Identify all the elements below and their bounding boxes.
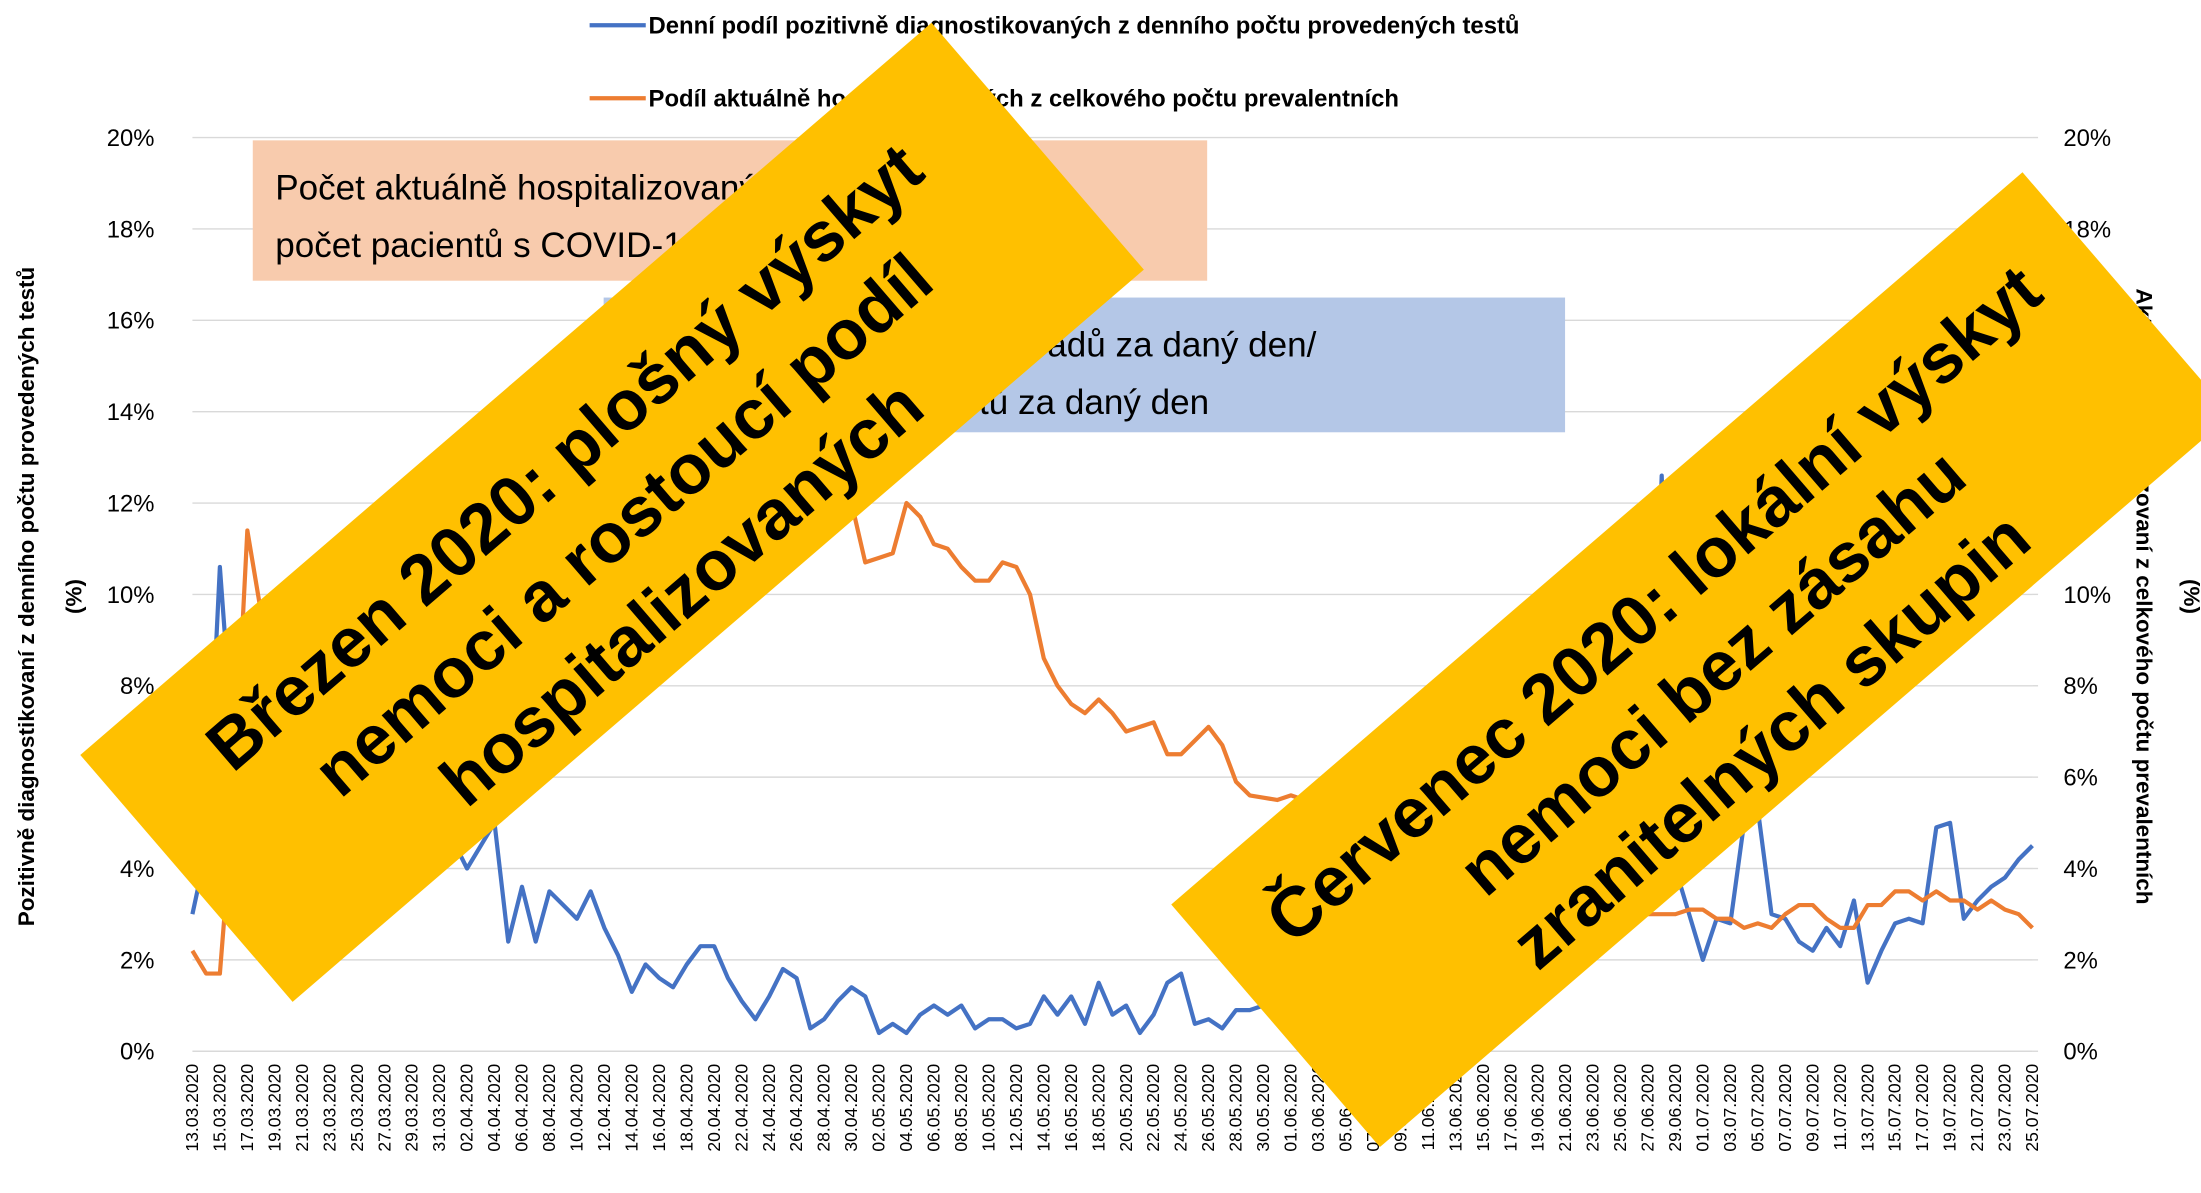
x-tick-label: 04.04.2020	[484, 1064, 504, 1152]
y-tick-label: 10%	[107, 582, 155, 609]
x-tick-label: 15.07.2020	[1885, 1064, 1905, 1152]
y-tick-label: 18%	[107, 216, 155, 243]
x-tick-label: 30.05.2020	[1253, 1064, 1273, 1152]
x-tick-label: 16.05.2020	[1061, 1064, 1081, 1152]
x-tick-label: 14.04.2020	[621, 1064, 641, 1152]
x-tick-label: 18.05.2020	[1088, 1064, 1108, 1152]
x-tick-label: 29.03.2020	[402, 1064, 422, 1152]
y2-tick-label: 6%	[2063, 765, 2097, 792]
x-tick-label: 30.04.2020	[841, 1064, 861, 1152]
x-tick-label: 12.04.2020	[594, 1064, 614, 1152]
y2-tick-label: 20%	[2063, 125, 2111, 152]
y2-tick-label: 8%	[2063, 673, 2097, 700]
y-tick-label: 12%	[107, 490, 155, 517]
x-tick-label: 23.07.2020	[1995, 1064, 2015, 1152]
x-tick-label: 27.03.2020	[374, 1064, 394, 1152]
y-axis-title: (%)	[62, 579, 87, 614]
x-tick-label: 20.04.2020	[704, 1064, 724, 1152]
x-tick-label: 15.03.2020	[209, 1064, 229, 1152]
x-tick-label: 01.07.2020	[1693, 1064, 1713, 1152]
y-tick-label: 16%	[107, 308, 155, 335]
x-tick-label: 23.06.2020	[1583, 1064, 1603, 1152]
x-tick-label: 04.05.2020	[896, 1064, 916, 1152]
x-tick-label: 24.05.2020	[1171, 1064, 1191, 1152]
x-tick-label: 12.05.2020	[1006, 1064, 1026, 1152]
x-tick-label: 18.04.2020	[676, 1064, 696, 1152]
x-tick-label: 06.04.2020	[512, 1064, 532, 1152]
y-axis-title: Pozitivně diagnostikovaní z denního počt…	[14, 267, 39, 927]
x-tick-label: 22.05.2020	[1143, 1064, 1163, 1152]
x-tick-label: 07.07.2020	[1775, 1064, 1795, 1152]
x-tick-label: 13.07.2020	[1857, 1064, 1877, 1152]
x-tick-label: 27.06.2020	[1638, 1064, 1658, 1152]
y-tick-label: 0%	[120, 1039, 154, 1066]
x-tick-label: 28.05.2020	[1226, 1064, 1246, 1152]
x-tick-label: 08.05.2020	[951, 1064, 971, 1152]
grid: 0%2%4%6%8%10%12%14%16%18%20%0%2%4%6%8%10…	[14, 125, 2201, 1152]
y-tick-label: 14%	[107, 399, 155, 426]
x-tick-label: 26.05.2020	[1198, 1064, 1218, 1152]
x-tick-label: 17.03.2020	[237, 1064, 257, 1152]
x-tick-label: 14.05.2020	[1033, 1064, 1053, 1152]
x-tick-label: 03.07.2020	[1720, 1064, 1740, 1152]
legend-label: Podíl aktuálně hospitalizovaných z celko…	[649, 86, 1399, 113]
x-tick-label: 21.07.2020	[1967, 1064, 1987, 1152]
x-tick-label: 25.03.2020	[347, 1064, 367, 1152]
x-tick-label: 17.06.2020	[1500, 1064, 1520, 1152]
x-tick-label: 11.07.2020	[1830, 1064, 1850, 1151]
x-tick-label: 02.04.2020	[457, 1064, 477, 1152]
x-tick-label: 31.03.2020	[429, 1064, 449, 1152]
x-tick-label: 28.04.2020	[814, 1064, 834, 1152]
banner-bg	[80, 22, 1144, 1002]
x-tick-label: 08.04.2020	[539, 1064, 559, 1152]
banner-bg	[1171, 172, 2201, 1148]
x-tick-label: 21.03.2020	[292, 1064, 312, 1152]
x-tick-label: 21.06.2020	[1555, 1064, 1575, 1152]
y2-tick-label: 10%	[2063, 582, 2111, 609]
x-tick-label: 19.06.2020	[1528, 1064, 1548, 1152]
y2-tick-label: 0%	[2063, 1039, 2097, 1066]
legend-label: Denní podíl pozitivně diagnostikovaných …	[649, 13, 1520, 40]
x-tick-label: 19.07.2020	[1940, 1064, 1960, 1152]
y2-tick-label: 2%	[2063, 947, 2097, 974]
y2-tick-label: 4%	[2063, 856, 2097, 883]
x-tick-label: 25.06.2020	[1610, 1064, 1630, 1152]
x-tick-label: 10.04.2020	[567, 1064, 587, 1152]
x-tick-label: 01.06.2020	[1281, 1064, 1301, 1152]
y-tick-label: 8%	[120, 673, 154, 700]
x-tick-label: 26.04.2020	[786, 1064, 806, 1152]
legend: Denní podíl pozitivně diagnostikovaných …	[589, 13, 1520, 113]
annotation-text: počet pacientů s COVID-19	[275, 226, 702, 265]
x-tick-label: 10.05.2020	[978, 1064, 998, 1152]
x-tick-label: 16.04.2020	[649, 1064, 669, 1152]
x-tick-label: 03.06.2020	[1308, 1064, 1328, 1152]
series-line	[190, 473, 2034, 1036]
x-tick-label: 19.03.2020	[264, 1064, 284, 1152]
x-tick-label: 09.07.2020	[1802, 1064, 1822, 1152]
y-tick-label: 4%	[120, 856, 154, 883]
y-tick-label: 20%	[107, 125, 155, 152]
x-tick-label: 06.05.2020	[924, 1064, 944, 1152]
x-tick-label: 15.06.2020	[1473, 1064, 1493, 1152]
x-tick-label: 05.07.2020	[1747, 1064, 1767, 1152]
x-tick-label: 22.04.2020	[731, 1064, 751, 1152]
y2-axis-title: (%)	[2179, 579, 2201, 614]
x-tick-label: 17.07.2020	[1912, 1064, 1932, 1152]
x-tick-label: 29.06.2020	[1665, 1064, 1685, 1152]
x-tick-label: 02.05.2020	[869, 1064, 889, 1152]
x-tick-label: 24.04.2020	[759, 1064, 779, 1152]
x-tick-label: 23.03.2020	[319, 1064, 339, 1152]
x-tick-label: 25.07.2020	[2022, 1064, 2042, 1152]
y-tick-label: 2%	[120, 947, 154, 974]
x-tick-label: 20.05.2020	[1116, 1064, 1136, 1152]
x-tick-label: 13.03.2020	[182, 1064, 202, 1152]
